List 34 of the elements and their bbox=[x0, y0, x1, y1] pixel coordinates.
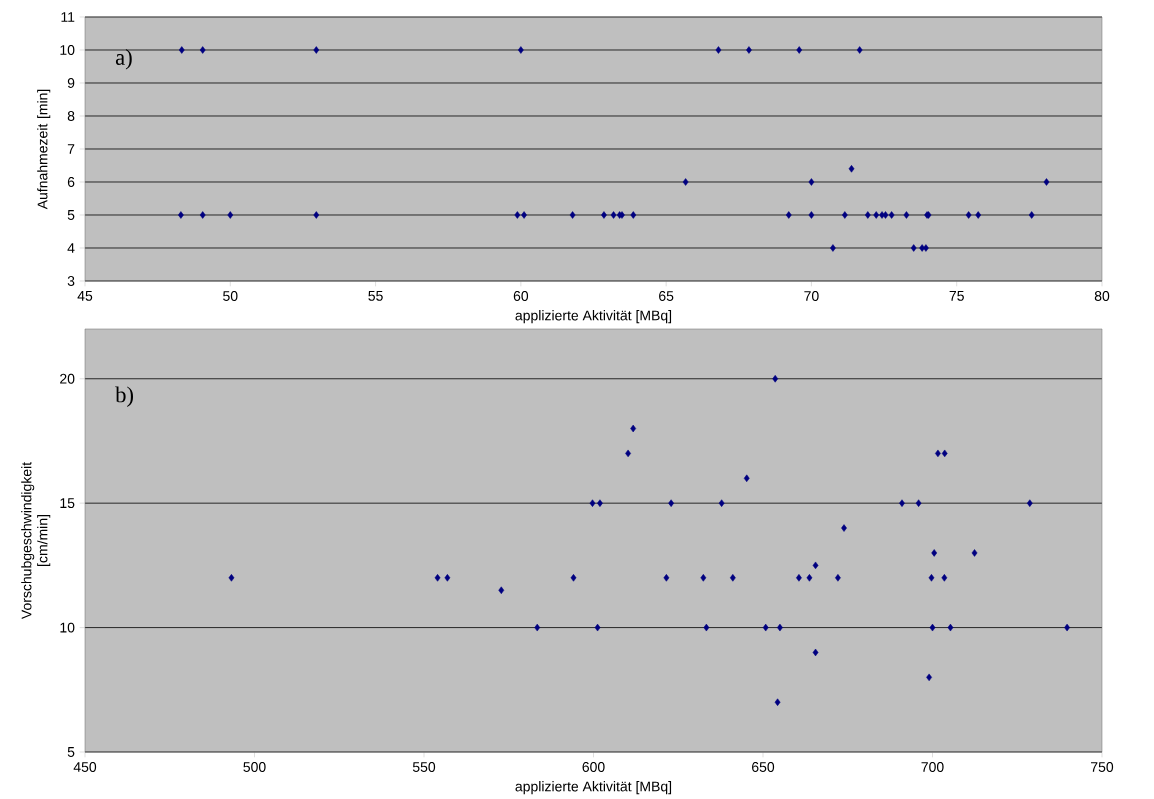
x-tick-label: 70 bbox=[804, 291, 819, 302]
x-tick-label: 55 bbox=[368, 291, 383, 302]
y-tick-label: 8 bbox=[67, 111, 75, 122]
y-axis-title: Vorschubgeschwindigkeit [cm/min] bbox=[21, 462, 51, 620]
x-tick-label: 650 bbox=[752, 762, 775, 773]
y-tick-label: 3 bbox=[67, 276, 75, 287]
y-tick-label: 11 bbox=[61, 12, 75, 23]
y-tick-label: 5 bbox=[67, 210, 75, 221]
x-tick-label: 750 bbox=[1091, 762, 1114, 773]
y-tick-label: 10 bbox=[60, 622, 75, 633]
annotation: a) bbox=[115, 49, 132, 70]
x-tick-label: 80 bbox=[1094, 291, 1110, 302]
annotation: b) bbox=[115, 386, 134, 408]
x-tick-label: 550 bbox=[412, 762, 436, 773]
x-tick-label: 75 bbox=[949, 291, 964, 302]
x-tick-label: 700 bbox=[921, 762, 944, 773]
y-tick-label: 15 bbox=[60, 498, 75, 509]
x-tick-label: 500 bbox=[243, 762, 266, 773]
x-tick-label: 45 bbox=[77, 291, 93, 302]
y-tick-label: 20 bbox=[60, 374, 75, 384]
y-tick-label: 7 bbox=[67, 144, 75, 155]
y-tick-label: 6 bbox=[67, 177, 75, 188]
y-tick-label: 10 bbox=[60, 45, 75, 56]
y-tick-label: 9 bbox=[67, 78, 75, 89]
x-tick-label: 60 bbox=[513, 291, 529, 302]
x-tick-label: 50 bbox=[223, 291, 238, 302]
y-axis-title: Aufnahmezeit [min] bbox=[37, 89, 51, 210]
x-tick-label: 600 bbox=[582, 762, 605, 773]
y-tick-label: 4 bbox=[67, 243, 75, 254]
y-tick-label: 5 bbox=[67, 747, 75, 758]
x-tick-label: 65 bbox=[659, 291, 674, 302]
x-axis-title: applizierte Aktivität [MBq] bbox=[515, 310, 672, 324]
x-tick-label: 450 bbox=[73, 762, 97, 773]
x-axis-title: applizierte Aktivität [MBq] bbox=[515, 781, 672, 795]
